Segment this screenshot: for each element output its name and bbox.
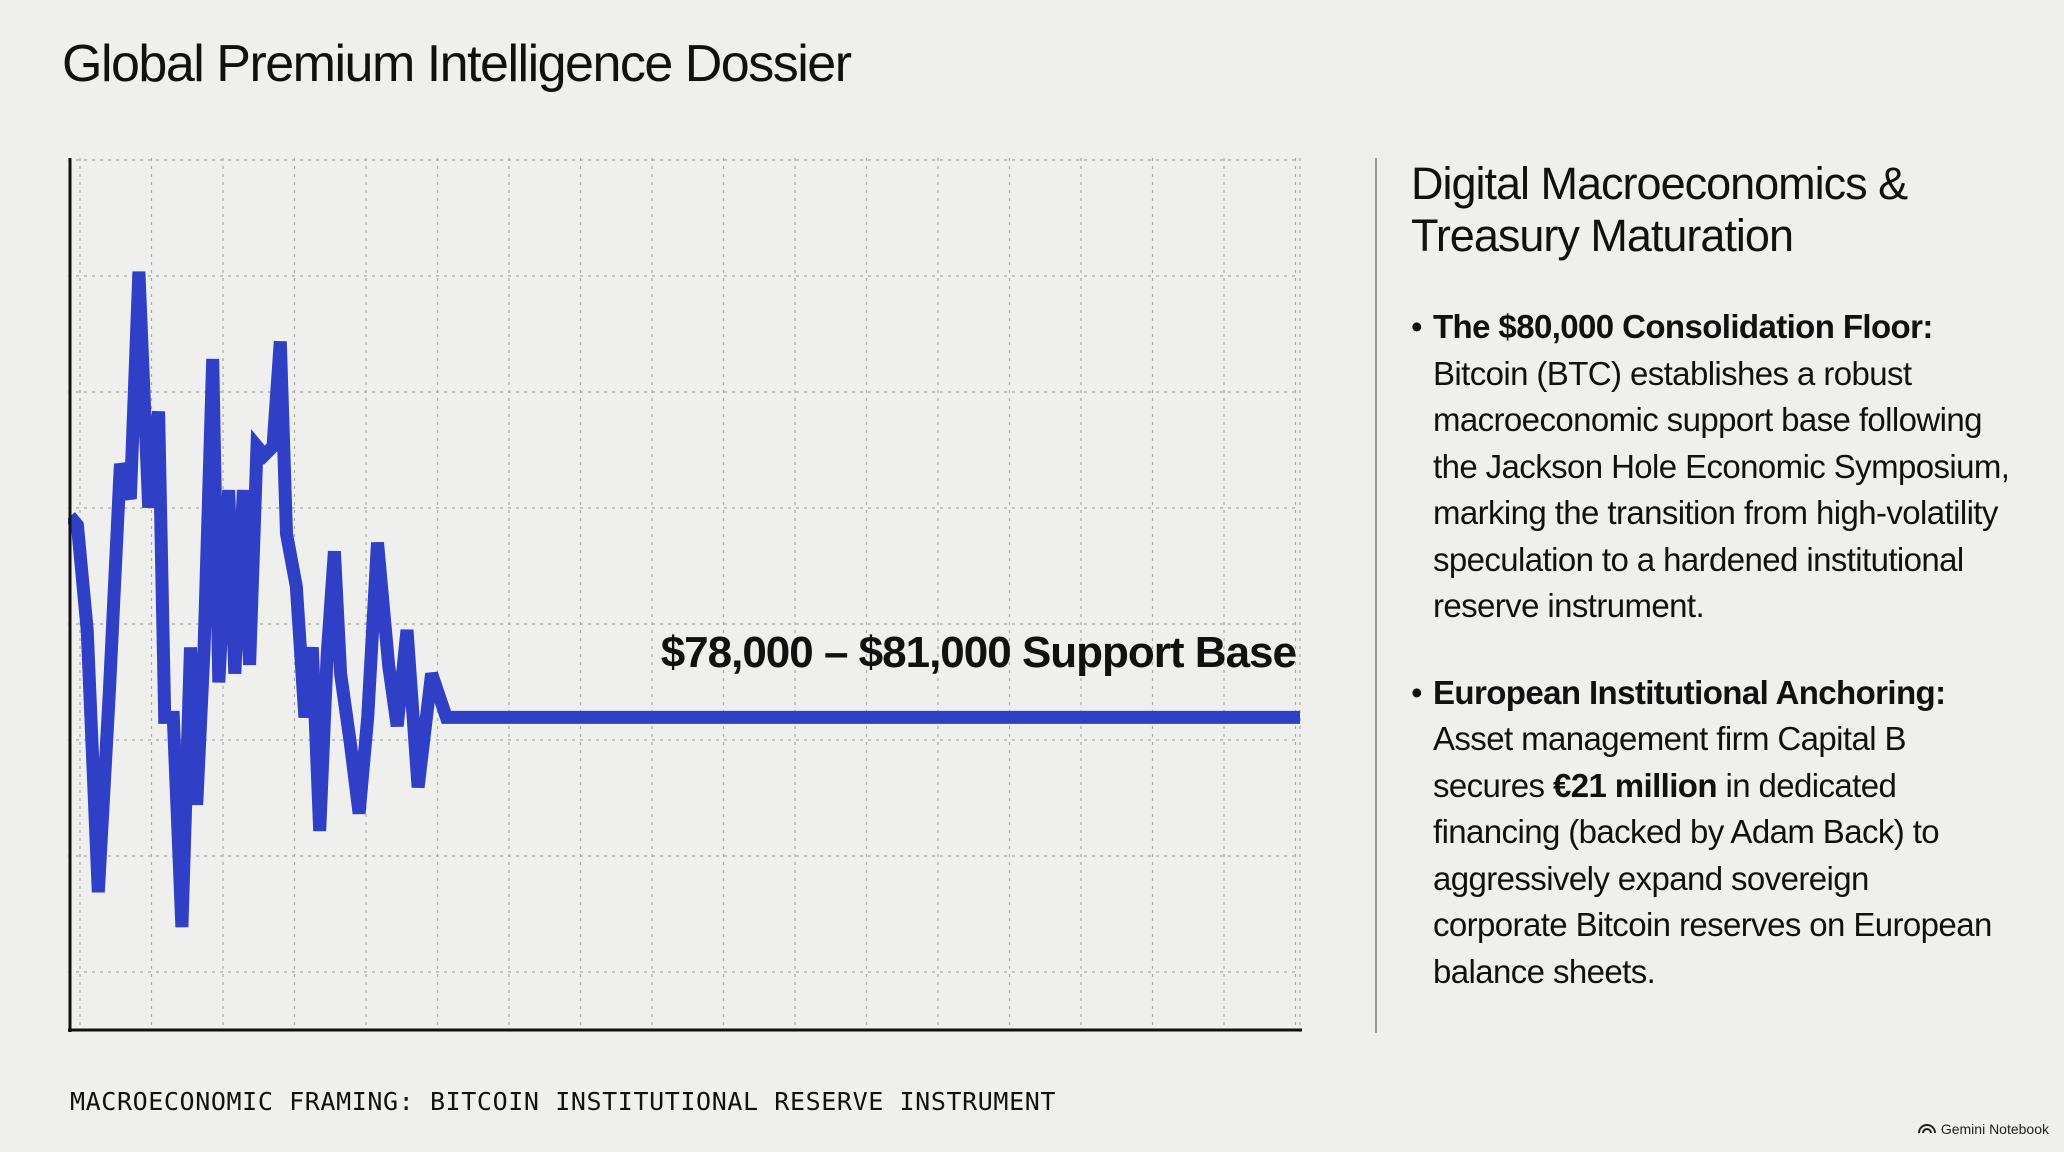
side-heading-line-1: Digital Macroeconomics & <box>1411 158 1908 209</box>
price-series-line <box>68 271 1300 928</box>
side-heading-line-2: Treasury Maturation <box>1411 210 1794 261</box>
bullet-marker: • <box>1411 308 1423 345</box>
bullet-consolidation-floor: • The $80,000 Consolidation Floor: Bitco… <box>1411 304 2011 630</box>
financing-amount: €21 million <box>1552 766 1718 804</box>
bullet-title: European Institutional Anchoring: <box>1433 673 1946 711</box>
brand-watermark: Gemini Notebook <box>1917 1121 2049 1137</box>
support-base-annotation: $78,000 – $81,000 Support Base <box>660 628 1297 677</box>
side-heading: Digital Macroeconomics & Treasury Matura… <box>1411 158 2011 262</box>
bullet-european-anchoring: • European Institutional Anchoring: Asse… <box>1411 670 2011 996</box>
page-title: Global Premium Intelligence Dossier <box>62 35 852 93</box>
bullet-marker: • <box>1411 673 1423 711</box>
brand-label: Gemini Notebook <box>1940 1121 2049 1137</box>
chart-grid <box>68 158 1301 1032</box>
panel-divider <box>1375 158 1377 1033</box>
bullet-body: Bitcoin (BTC) establishes a robust macro… <box>1433 354 2010 625</box>
price-chart-svg <box>68 158 1302 1032</box>
bullet-body-pre: Asset management firm Capital B secures <box>1433 720 1907 804</box>
bullet-title: The $80,000 Consolidation Floor: <box>1433 308 1933 345</box>
framing-caption: MACROECONOMIC FRAMING: BITCOIN INSTITUTI… <box>70 1087 1057 1116</box>
bullet-body-post: in dedicated financing (backed by Adam B… <box>1433 766 1992 990</box>
notebook-logo-icon <box>1917 1124 1936 1134</box>
price-chart: $78,000 – $81,000 Support Base <box>68 158 1302 1032</box>
side-panel: Digital Macroeconomics & Treasury Matura… <box>1411 158 2011 1035</box>
